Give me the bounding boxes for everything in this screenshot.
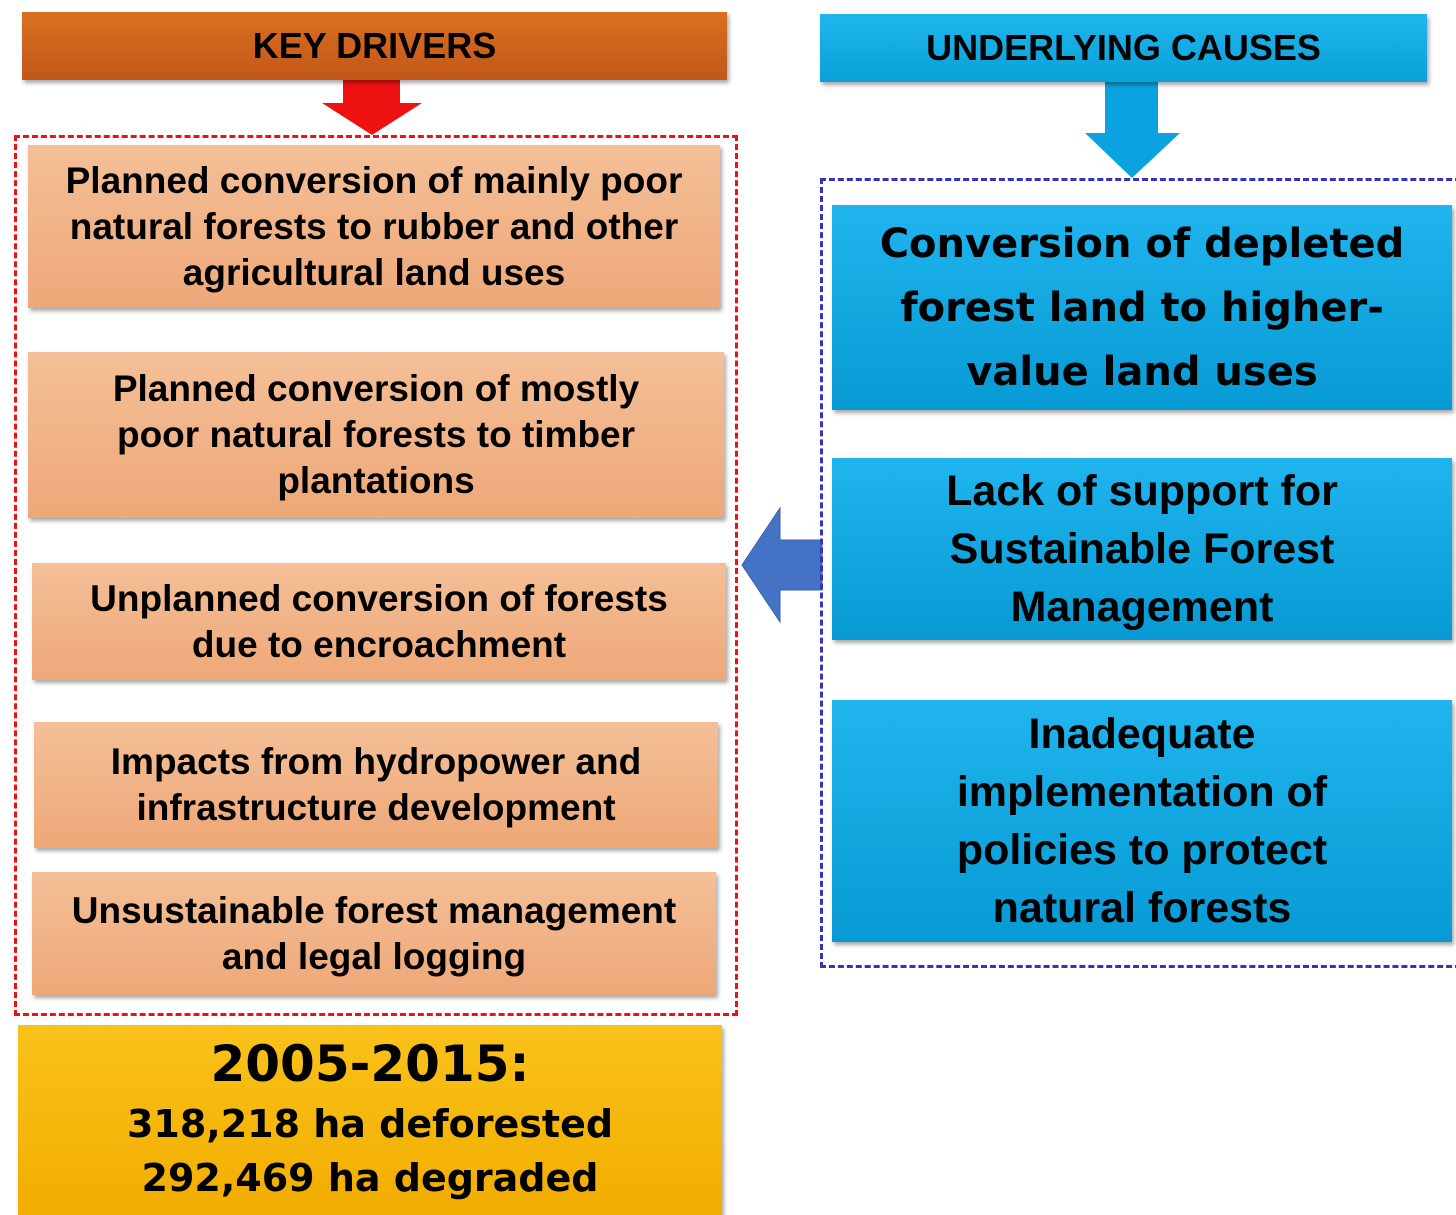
- causes-header: UNDERLYING CAUSES: [820, 14, 1427, 82]
- cyan-arrow: [1085, 82, 1180, 178]
- cause: Conversion of depleted forest land to hi…: [832, 205, 1452, 410]
- summary-period: 2005-2015:: [210, 1035, 530, 1093]
- summary-line: 318,218 ha deforested: [126, 1102, 614, 1146]
- driver: Planned conversion of mainly poor natura…: [28, 145, 720, 308]
- driver: Planned conversion of mostly poor natura…: [28, 352, 724, 518]
- driver: Unsustainable forest management and lega…: [32, 872, 716, 995]
- cause: Inadequate implementation of policies to…: [832, 700, 1452, 942]
- drivers-header: KEY DRIVERS: [22, 12, 727, 80]
- blue-arrow: [741, 506, 823, 624]
- red-arrow: [322, 80, 422, 135]
- summary-line: 292,469 ha degraded: [141, 1156, 599, 1200]
- drivers-frame: [14, 135, 738, 1016]
- causes-frame: [820, 178, 1456, 968]
- driver: Unplanned conversion of forests due to e…: [32, 563, 726, 680]
- cause: Lack of support for Sustainable Forest M…: [832, 458, 1452, 640]
- driver: Impacts from hydropower and infrastructu…: [34, 722, 718, 848]
- summary: 2005-2015: 318,218 ha deforested 292,469…: [18, 1025, 722, 1215]
